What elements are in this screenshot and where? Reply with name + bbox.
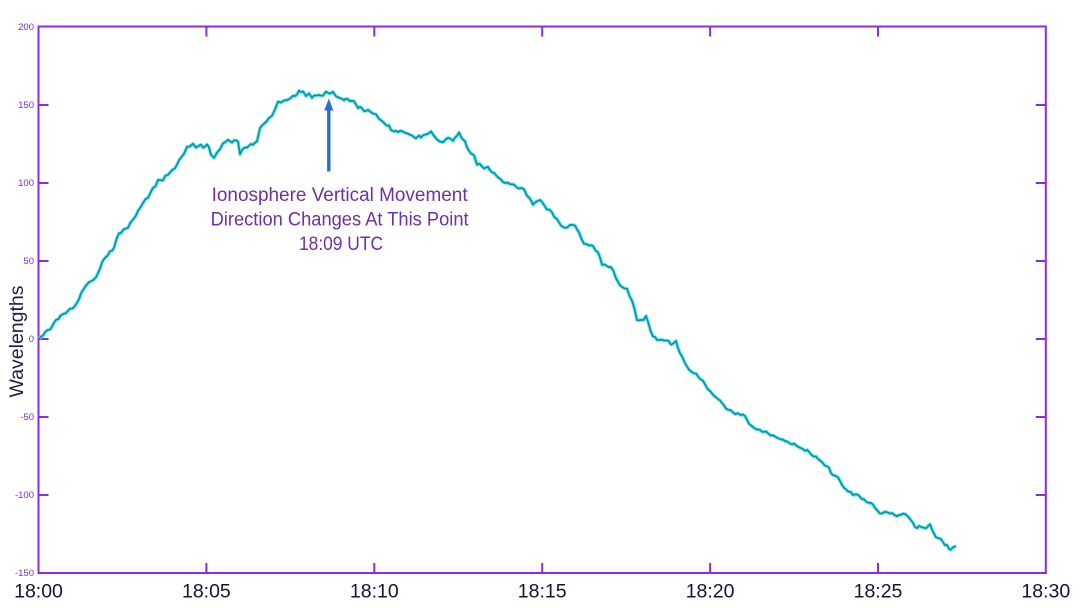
svg-text:100: 100 [18, 178, 34, 189]
svg-text:200: 200 [18, 22, 34, 33]
svg-text:Wavelengths: Wavelengths [6, 285, 28, 397]
svg-text:150: 150 [18, 100, 34, 111]
svg-text:18:05: 18:05 [182, 581, 231, 603]
svg-text:18:00: 18:00 [14, 581, 63, 603]
svg-text:-100: -100 [15, 490, 34, 501]
svg-text:Ionosphere Vertical Movement: Ionosphere Vertical Movement [212, 184, 469, 206]
svg-text:18:30: 18:30 [1021, 581, 1070, 603]
svg-text:18:15: 18:15 [518, 581, 567, 603]
svg-text:Direction Changes At This Poin: Direction Changes At This Point [211, 209, 470, 231]
svg-text:-50: -50 [20, 412, 34, 423]
svg-text:18:20: 18:20 [686, 581, 735, 603]
svg-text:18:25: 18:25 [854, 581, 903, 603]
svg-text:18:09 UTC: 18:09 UTC [299, 233, 383, 255]
svg-text:0: 0 [29, 334, 34, 345]
svg-text:18:10: 18:10 [350, 581, 399, 603]
svg-text:-150: -150 [15, 568, 34, 579]
svg-text:50: 50 [23, 256, 34, 267]
